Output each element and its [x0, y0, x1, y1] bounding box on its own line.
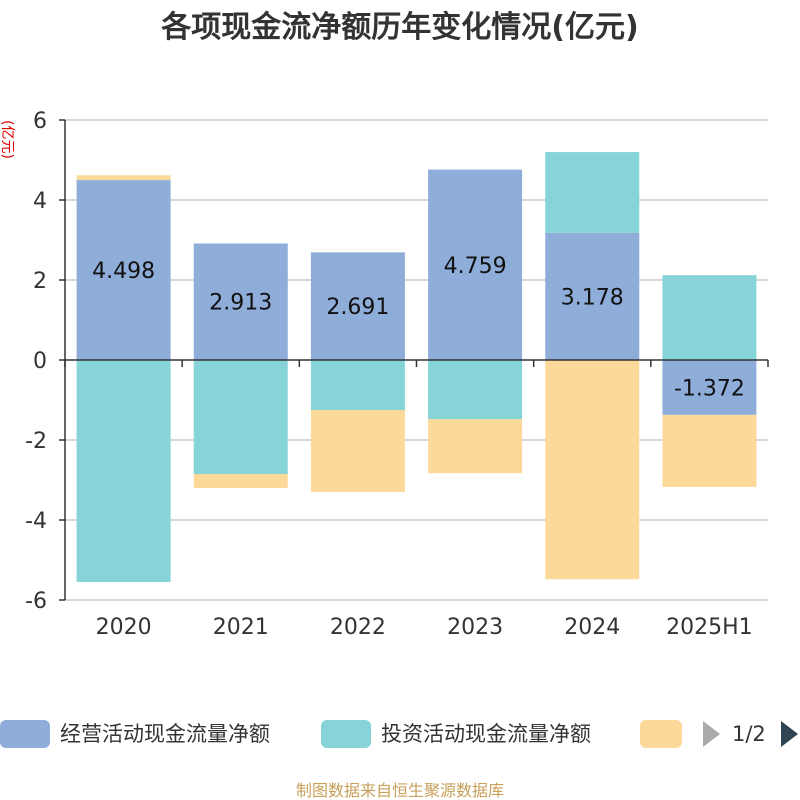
x-tick-label-2022: 2022: [330, 615, 386, 640]
x-tick-label-2020: 2020: [96, 615, 152, 640]
x-axis: 2020 2021 2022 2023 2024 2025H1: [64, 359, 769, 640]
bar-series-2-2022[interactable]: [310, 360, 405, 410]
legend-swatch-series-1[interactable]: [0, 720, 50, 748]
bar-series-2-2021[interactable]: [193, 360, 288, 474]
legend-page-indicator: 1/2: [732, 722, 766, 746]
data-label-2024: 3.178: [561, 285, 624, 310]
data-label-2021: 2.913: [209, 291, 272, 316]
legend-prev-page-icon[interactable]: [703, 721, 720, 747]
y-tick-labels: 6 4 2 0 -2 -4 -6: [25, 109, 66, 614]
bar-series-1-2021[interactable]: [193, 243, 288, 360]
bar-series-2-2023[interactable]: [428, 360, 523, 420]
x-tick-label-2025H1: 2025H1: [666, 615, 753, 640]
bar-series-3-2025H1[interactable]: [662, 414, 757, 487]
bar-series-2-2025H1[interactable]: [662, 275, 757, 360]
bar-series-3-2023[interactable]: [428, 419, 523, 474]
bar-series-3-2022[interactable]: [310, 410, 405, 492]
x-tick-label-2021: 2021: [213, 615, 269, 640]
legend-label-series-1[interactable]: 经营活动现金流量净额: [60, 722, 270, 746]
data-label-2022: 2.691: [326, 295, 389, 320]
y-tick-label: 6: [33, 109, 47, 134]
bar-series-3-2021[interactable]: [193, 474, 288, 488]
data-labels: 4.498 2.913 2.691 4.759 3.178 -1.372: [92, 254, 745, 402]
bar-series-3-2024[interactable]: [545, 360, 640, 580]
legend-swatch-series-3[interactable]: [640, 720, 682, 748]
legend-label-series-2[interactable]: 投资活动现金流量净额: [381, 722, 591, 746]
x-tick-label-2023: 2023: [447, 615, 503, 640]
y-axis-unit: (亿元): [0, 120, 15, 159]
data-label-2025H1: -1.372: [674, 376, 745, 401]
legend: 经营活动现金流量净额 投资活动现金流量净额 1/2: [0, 720, 798, 748]
x-tick-label-2024: 2024: [564, 615, 620, 640]
y-tick-label: -6: [25, 589, 47, 614]
chart-title: 各项现金流净额历年变化情况(亿元): [160, 10, 638, 45]
bar-series-3-2020[interactable]: [76, 175, 171, 181]
bar-series-1-2025H1[interactable]: [662, 360, 757, 415]
bar-series-1-2022[interactable]: [310, 252, 405, 360]
bar-series-2-2024[interactable]: [545, 152, 640, 233]
bar-series-2-2020[interactable]: [76, 360, 171, 582]
bar-series-1-2024[interactable]: [545, 232, 640, 360]
grid-lines: [65, 119, 768, 601]
y-tick-label: -4: [25, 509, 47, 534]
bar-series-1-2023[interactable]: [428, 169, 523, 360]
y-tick-label: 0: [33, 349, 47, 374]
legend-swatch-series-2[interactable]: [321, 720, 371, 748]
bar-series-1-2020[interactable]: [76, 180, 171, 360]
y-tick-label: 2: [33, 269, 47, 294]
y-tick-label: -2: [25, 429, 47, 454]
bars: [76, 152, 757, 582]
source-note: 制图数据来自恒生聚源数据库: [296, 781, 504, 800]
legend-next-page-icon[interactable]: [781, 721, 798, 747]
data-label-2020: 4.498: [92, 259, 155, 284]
data-label-2023: 4.759: [444, 254, 507, 279]
y-tick-label: 4: [33, 189, 47, 214]
